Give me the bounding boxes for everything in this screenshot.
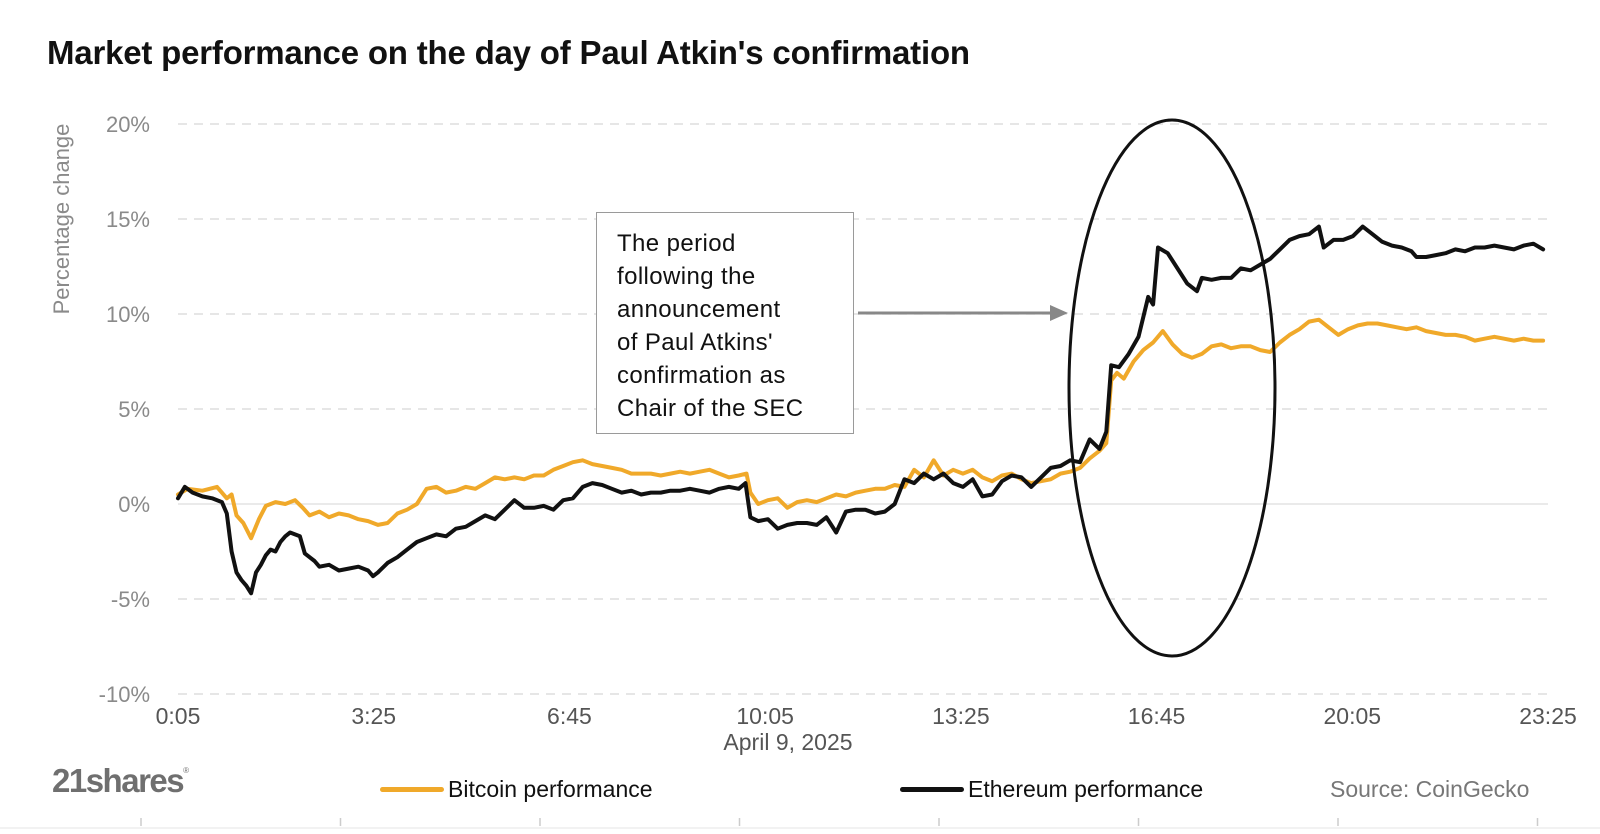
- y-tick-label: 0%: [118, 492, 150, 517]
- y-tick-label: 10%: [106, 302, 150, 327]
- annotation-arrow-head: [1050, 305, 1068, 321]
- series-line-bitcoin: [176, 317, 1546, 541]
- x-tick-label: 20:05: [1324, 703, 1382, 729]
- y-tick-label: 20%: [106, 112, 150, 137]
- chart-title: Market performance on the day of Paul At…: [47, 34, 970, 71]
- y-tick-label: -5%: [111, 587, 150, 612]
- x-tick-label: 0:05: [156, 703, 201, 729]
- x-axis-label: April 9, 2025: [723, 729, 852, 755]
- legend-item-bitcoin: Bitcoin performance: [380, 776, 653, 803]
- x-tick-label: 23:25: [1519, 703, 1577, 729]
- legend-swatch-bitcoin: [380, 787, 444, 792]
- annotation-line: announcement: [617, 296, 781, 323]
- legend-label-bitcoin: Bitcoin performance: [448, 776, 653, 802]
- annotation-line: Chair of the SEC: [617, 395, 804, 422]
- gridlines: [178, 123, 1548, 695]
- y-axis-ticks: 20% 15% 10% 5% 0% -5% -10%: [99, 112, 150, 707]
- y-tick-label: -10%: [99, 682, 150, 707]
- annotation-callout: The period following the announcement of…: [596, 212, 854, 434]
- annotation-line: of Paul Atkins': [617, 329, 773, 356]
- source-note: Source: CoinGecko: [1330, 776, 1530, 802]
- x-tick-label: 3:25: [351, 703, 396, 729]
- legend-label-ethereum: Ethereum performance: [968, 776, 1204, 802]
- legend-item-ethereum: Ethereum performance: [900, 776, 1203, 803]
- trademark-mark: ®: [183, 766, 190, 775]
- annotation-line: confirmation as: [617, 362, 786, 389]
- bottom-tick-marks: [140, 818, 1539, 826]
- x-axis-ticks: 0:05 3:25 6:45 10:05 13:25 16:45 20:05 23:25: [156, 703, 1577, 729]
- y-axis-label: Percentage change: [49, 124, 74, 315]
- series-line-ethereum: [176, 224, 1546, 596]
- x-tick-label: 10:05: [736, 703, 794, 729]
- legend-swatch-ethereum: [900, 787, 964, 792]
- x-tick-label: 16:45: [1128, 703, 1186, 729]
- y-tick-label: 15%: [106, 207, 150, 232]
- brand-logo: 21shares®: [52, 762, 189, 800]
- series-layer: [176, 224, 1546, 596]
- x-tick-label: 13:25: [932, 703, 990, 729]
- highlight-ellipse: [1067, 118, 1277, 658]
- y-tick-label: 5%: [118, 397, 150, 422]
- x-tick-label: 6:45: [547, 703, 592, 729]
- brand-name: 21shares: [52, 762, 185, 799]
- annotation-line: The period: [617, 230, 736, 257]
- annotation-line: following the: [617, 263, 756, 290]
